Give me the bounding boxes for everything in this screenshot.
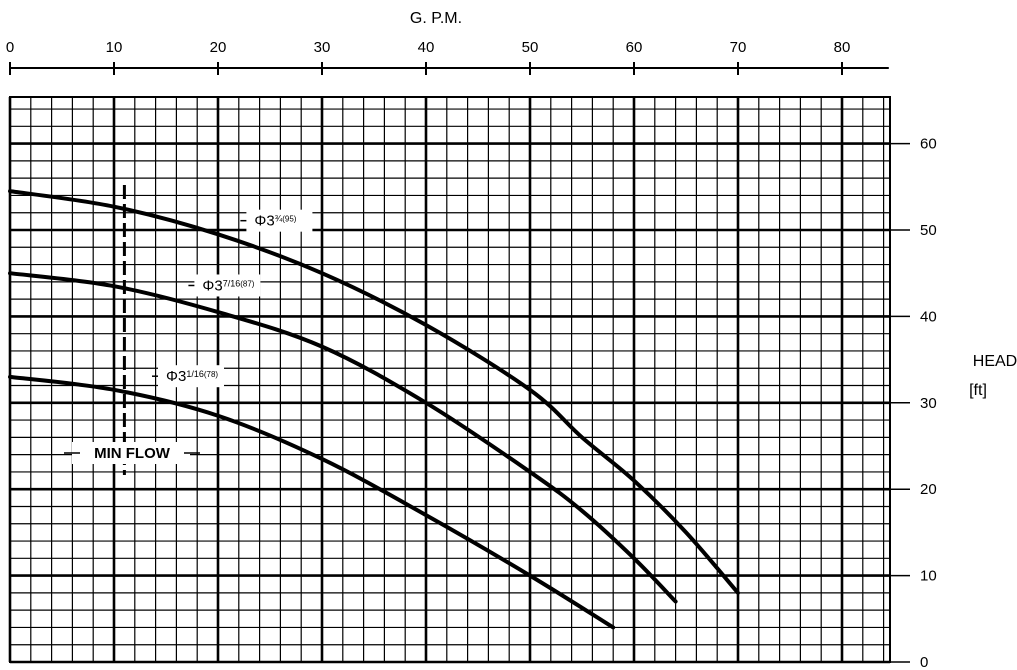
x-tick-label: 20 [210,39,227,56]
min-flow-label: MIN FLOW [94,445,171,462]
y-axis-title-unit: [ft] [969,382,987,399]
x-tick-label: 70 [730,39,747,56]
y-tick-label: 20 [920,481,937,498]
y-tick-label: 10 [920,568,937,585]
y-tick-label: 0 [920,654,928,670]
x-tick-label: 40 [418,39,435,56]
series-curves [8,189,740,630]
grid [8,97,890,664]
plot-border [9,96,891,663]
y-tick-label: 40 [920,308,937,325]
series-label-bg [158,365,224,388]
series-labels: Φ3¾(95) Φ37/16(87) Φ31/16(78) [152,209,313,388]
series-curve-2 [8,271,678,604]
series-label-3: Φ31/16(78) [166,368,218,385]
min-flow-label-bg [72,442,190,464]
x-tick-label: 50 [522,39,539,56]
series-label-bg [246,209,313,232]
x-tick-label: 80 [834,39,851,56]
x-tick-label: 10 [106,39,123,56]
x-axis: 0 10 20 30 40 50 60 70 80 [6,39,889,75]
series-curve-1 [8,189,740,595]
x-tick-label: 0 [6,39,14,56]
x-tick-label: 30 [314,39,331,56]
y-axis-title-head: HEAD [973,353,1017,370]
series-label-bg [194,274,261,297]
y-tick-label: 60 [920,136,937,153]
min-flow-marker: MIN FLOW [64,185,200,475]
x-tick-label: 60 [626,39,643,56]
plot-frame [9,96,891,663]
series-label-1: Φ3¾(95) [254,213,296,230]
series-label-2: Φ37/16(87) [202,277,254,294]
y-tick-label: 50 [920,222,937,239]
y-axis: 0 10 20 30 40 50 60 [890,136,937,670]
series-curve-3 [8,374,616,630]
y-tick-label: 30 [920,395,937,412]
x-axis-title: G. P.M. [410,10,462,27]
